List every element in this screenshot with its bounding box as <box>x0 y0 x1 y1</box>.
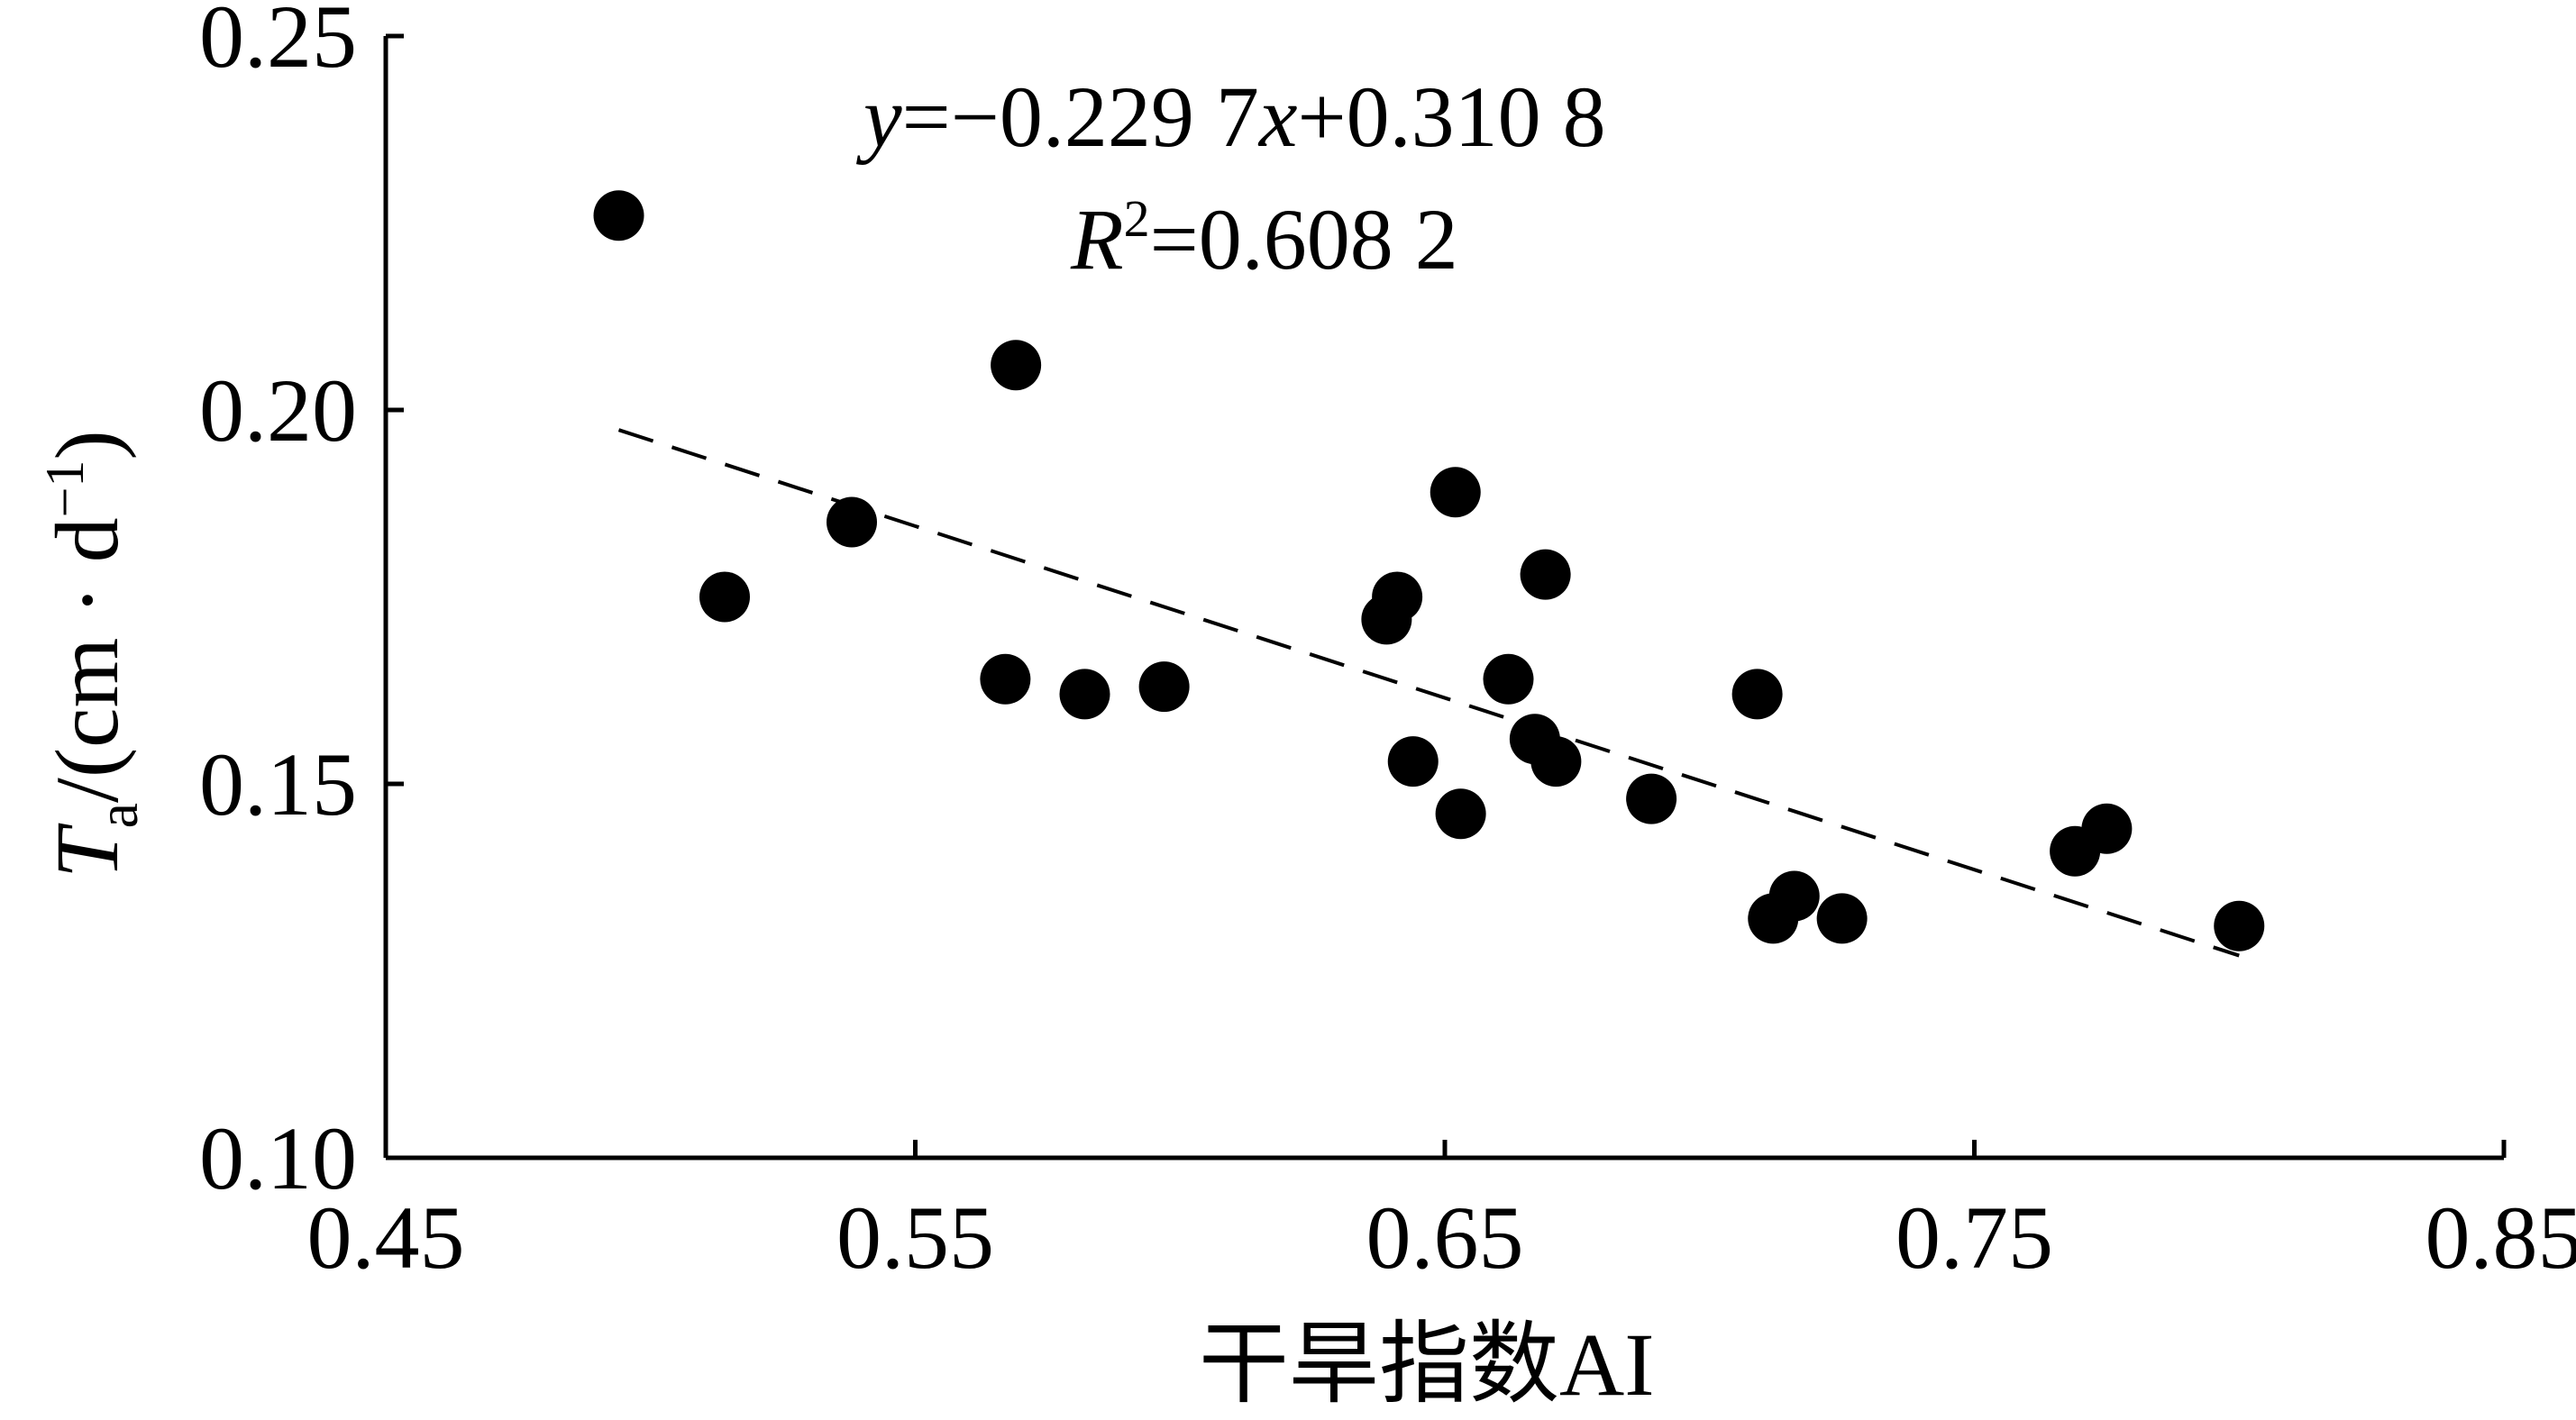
y-tick-label: 0.15 <box>199 734 357 834</box>
x-tick-label: 0.85 <box>2425 1188 2576 1288</box>
r-squared-annotation: R2=0.608 2 <box>1070 189 1458 287</box>
data-point <box>1387 736 1439 787</box>
y-axis-label-close: ) <box>37 430 137 460</box>
trendline <box>617 428 2240 958</box>
data-point <box>1483 653 1534 705</box>
y-ticks: 0.10 0.15 0.20 0.25 <box>199 0 404 1208</box>
data-point <box>1059 669 1110 720</box>
trendline-group <box>617 428 2240 958</box>
data-point <box>2214 900 2265 951</box>
x-tick-label: 0.65 <box>1366 1188 1524 1288</box>
y-tick-label: 0.20 <box>199 360 357 460</box>
data-point <box>1372 571 1423 623</box>
data-point <box>1138 661 1190 713</box>
data-point <box>699 571 750 623</box>
data-point <box>1768 870 1820 922</box>
equation-y-var: y <box>855 68 902 165</box>
data-point <box>1430 467 1481 518</box>
data-point <box>1816 893 1868 944</box>
r-squared-exponent: 2 <box>1124 189 1150 248</box>
x-tick-label: 0.45 <box>307 1188 465 1288</box>
x-tick-label: 0.75 <box>1895 1188 2053 1288</box>
data-point <box>827 496 877 548</box>
y-tick-label: 0.25 <box>199 0 357 86</box>
equation-part-2: +0.310 8 <box>1298 68 1606 165</box>
data-point <box>2081 803 2133 854</box>
y-tick-label: 0.10 <box>199 1108 357 1208</box>
r-squared-symbol: R <box>1070 191 1124 287</box>
equation-x-var: x <box>1257 68 1298 165</box>
x-tick-label: 0.55 <box>836 1188 994 1288</box>
data-point <box>593 190 644 241</box>
regression-equation: y=−0.229 7x+0.310 8 <box>855 68 1606 165</box>
y-axis-label-exponent: −1 <box>35 460 95 518</box>
x-ticks: 0.45 0.55 0.65 0.75 0.85 <box>307 1140 2576 1288</box>
data-point <box>1731 669 1783 720</box>
data-point <box>991 340 1042 391</box>
y-axis-label-unit: /(cm · d <box>37 517 137 803</box>
data-points <box>593 190 2265 951</box>
x-axis-label: 干旱指数AI <box>1199 1315 1655 1415</box>
r-squared-value: =0.608 2 <box>1150 191 1458 287</box>
data-point <box>980 653 1031 705</box>
data-point <box>1626 773 1677 824</box>
y-axis-label-symbol: T <box>37 823 137 878</box>
data-point <box>1530 736 1582 787</box>
y-axis-label: Ta/(cm · d−1) <box>35 430 150 878</box>
y-axis-label-subscript: a <box>86 803 150 828</box>
data-point <box>1435 788 1486 840</box>
equation-part-1: =−0.229 7 <box>902 68 1259 165</box>
data-point <box>1520 549 1571 600</box>
